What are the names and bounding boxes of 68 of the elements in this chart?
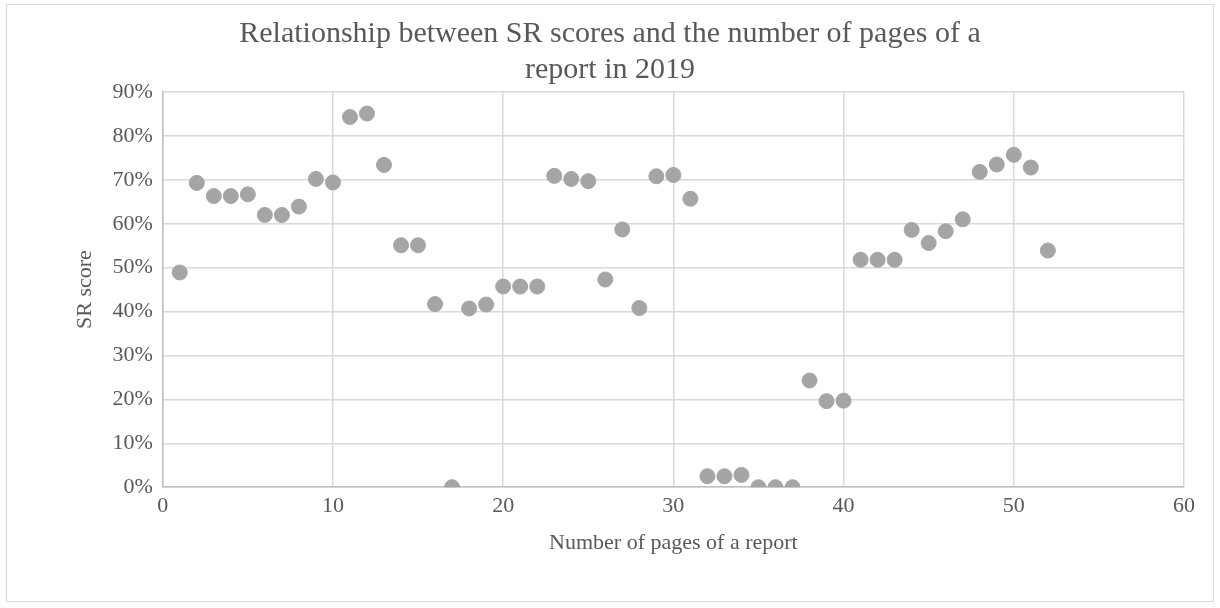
point: [733, 466, 750, 483]
point: [273, 206, 290, 223]
point: [869, 251, 886, 268]
x-tick-label: 30: [662, 492, 685, 518]
point: [376, 156, 392, 173]
y-tick-label: 70%: [112, 165, 153, 191]
y-tick-label: 90%: [112, 77, 153, 103]
point: [614, 221, 631, 238]
point: [682, 190, 699, 207]
point: [699, 468, 716, 485]
point: [427, 296, 444, 313]
point: [886, 251, 903, 268]
point: [835, 392, 852, 409]
point: [1039, 242, 1056, 259]
x-tick-label: 60: [1173, 492, 1195, 518]
point: [597, 271, 614, 288]
point: [307, 170, 324, 187]
x-tick-label: 50: [1002, 492, 1025, 518]
y-tick-label: 10%: [112, 429, 153, 455]
point: [495, 278, 512, 295]
point: [478, 296, 495, 313]
x-axis-title: Number of pages of a report: [549, 528, 798, 554]
x-tick-label: 20: [492, 492, 515, 518]
y-tick-label: 80%: [112, 121, 153, 147]
point: [512, 278, 529, 295]
y-tick-label: 20%: [112, 385, 153, 411]
point: [222, 188, 239, 205]
point: [631, 300, 648, 317]
point: [529, 278, 546, 295]
y-tick-label: 30%: [112, 341, 153, 367]
point: [971, 163, 988, 180]
point: [546, 167, 563, 184]
point: [648, 168, 665, 185]
point: [852, 251, 869, 268]
point: [580, 173, 597, 190]
point: [903, 221, 920, 238]
point: [665, 166, 682, 183]
point: [954, 211, 971, 228]
point: [988, 156, 1005, 173]
point: [410, 237, 427, 254]
y-tick-label: 0%: [123, 472, 153, 498]
point: [937, 223, 954, 240]
y-axis-title: SR score: [70, 250, 96, 330]
point: [358, 105, 375, 122]
y-tick-label: 40%: [112, 297, 153, 323]
x-tick-label: 40: [832, 492, 855, 518]
y-tick-label: 50%: [112, 253, 153, 279]
point: [920, 235, 937, 252]
point: [563, 170, 580, 187]
point: [341, 109, 358, 126]
point: [818, 393, 835, 410]
point: [256, 206, 273, 223]
point: [1005, 146, 1022, 163]
point: [393, 237, 410, 254]
x-tick-label: 10: [321, 492, 344, 518]
point: [324, 174, 341, 191]
point: [801, 372, 818, 389]
y-tick-label: 60%: [112, 209, 153, 235]
x-tick-label: 0: [157, 492, 169, 518]
point: [716, 468, 733, 485]
chart-title: Relationship between SR scores and the number of pages of a report in 2019: [238, 14, 982, 86]
point: [171, 264, 188, 281]
point: [1022, 159, 1039, 176]
point: [461, 300, 478, 317]
point: [205, 188, 222, 205]
point: [239, 186, 256, 203]
point: [290, 198, 307, 215]
point: [188, 174, 205, 191]
